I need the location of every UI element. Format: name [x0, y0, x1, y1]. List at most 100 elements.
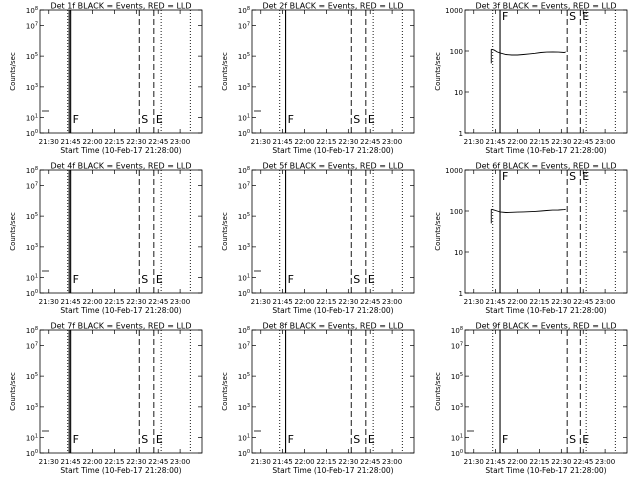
- plot-frame: [39, 169, 203, 294]
- plot-frame: [464, 9, 628, 134]
- x-tick-label: 22:30: [126, 298, 146, 306]
- marker-F: F: [502, 433, 508, 446]
- y-tick-label: 103: [451, 403, 463, 412]
- events-series-line: [491, 48, 566, 56]
- x-axis-label: Start Time (10-Feb-17 21:28:00): [485, 146, 606, 155]
- x-tick-label: 22:30: [551, 458, 571, 466]
- marker-E: E: [156, 273, 163, 286]
- y-tick-label: 107: [26, 181, 38, 190]
- x-tick-label: 22:15: [316, 298, 336, 306]
- marker-S: S: [141, 273, 148, 286]
- marker-E: E: [156, 113, 163, 126]
- x-tick-label: 22:00: [294, 138, 314, 146]
- panel-title: Det 3f BLACK = Events, RED = LLD: [475, 2, 616, 11]
- marker-S: S: [569, 433, 576, 446]
- y-tick-label: 103: [26, 243, 38, 252]
- events-series-line: [491, 208, 566, 213]
- y-tick-label: 107: [238, 341, 250, 350]
- y-tick-label: 101: [451, 434, 463, 443]
- marker-E: E: [368, 113, 375, 126]
- x-axis-label: Start Time (10-Feb-17 21:28:00): [60, 306, 181, 315]
- y-tick-label: 100: [238, 289, 250, 298]
- y-tick-label: 10: [454, 249, 463, 257]
- y-tick-label: 101: [238, 114, 250, 123]
- x-axis-label: Start Time (10-Feb-17 21:28:00): [272, 466, 393, 475]
- panel-title: Det 5f BLACK = Events, RED = LLD: [262, 162, 403, 171]
- x-tick-label: 21:30: [251, 298, 271, 306]
- marker-S: S: [353, 113, 360, 126]
- y-tick-label: 100: [451, 449, 463, 458]
- y-tick-label: 107: [26, 21, 38, 30]
- y-axis-label: Counts/sec: [434, 52, 442, 91]
- marker-F: F: [288, 113, 294, 126]
- x-tick-label: 22:15: [529, 138, 549, 146]
- plot-frame: [464, 169, 628, 294]
- marker-E: E: [368, 273, 375, 286]
- y-tick-label: 108: [26, 166, 38, 175]
- y-tick-label: 1: [459, 130, 463, 138]
- x-tick-label: 23:00: [170, 458, 190, 466]
- y-tick-label: 101: [238, 434, 250, 443]
- y-axis-label: Counts/sec: [9, 52, 17, 91]
- marker-E: E: [582, 170, 589, 183]
- x-tick-label: 21:45: [486, 298, 506, 306]
- x-tick-label: 22:30: [338, 458, 358, 466]
- x-tick-label: 22:00: [82, 298, 102, 306]
- detector-panel-9: Det 9f BLACK = Events, RED = LLD F S E 100 10…: [434, 322, 628, 475]
- x-tick-label: 23:00: [382, 298, 402, 306]
- x-tick-label: 22:30: [338, 298, 358, 306]
- marker-F: F: [73, 433, 79, 446]
- detector-panel-8: Det 8f BLACK = Events, RED = LLD F S E 100 10…: [221, 322, 415, 475]
- y-axis-label: Counts/sec: [9, 372, 17, 411]
- y-axis-label: Counts/sec: [221, 372, 229, 411]
- x-tick-label: 22:00: [294, 298, 314, 306]
- x-tick-label: 21:30: [39, 298, 59, 306]
- y-tick-label: 103: [238, 403, 250, 412]
- y-tick-label: 108: [26, 326, 38, 335]
- y-axis-label: Counts/sec: [434, 212, 442, 251]
- x-tick-label: 22:30: [126, 138, 146, 146]
- x-tick-label: 22:15: [529, 298, 549, 306]
- marker-S: S: [141, 113, 148, 126]
- y-tick-label: 103: [26, 403, 38, 412]
- marker-E: E: [368, 433, 375, 446]
- x-tick-label: 21:30: [464, 458, 484, 466]
- x-tick-label: 22:45: [573, 138, 593, 146]
- y-tick-label: 100: [238, 449, 250, 458]
- y-tick-label: 103: [238, 83, 250, 92]
- x-tick-label: 21:45: [61, 458, 81, 466]
- plot-frame: [251, 169, 415, 294]
- x-tick-label: 22:45: [148, 138, 168, 146]
- x-tick-label: 22:30: [338, 138, 358, 146]
- x-tick-label: 22:15: [104, 138, 124, 146]
- x-tick-label: 22:00: [82, 138, 102, 146]
- x-tick-label: 22:30: [126, 458, 146, 466]
- x-tick-label: 23:00: [382, 138, 402, 146]
- x-tick-label: 21:30: [39, 458, 59, 466]
- marker-S: S: [353, 433, 360, 446]
- x-tick-label: 22:15: [316, 458, 336, 466]
- panel-title: Det 1f BLACK = Events, RED = LLD: [50, 2, 191, 11]
- plot-frame: [251, 329, 415, 454]
- x-tick-label: 22:00: [507, 138, 527, 146]
- x-tick-label: 22:15: [529, 458, 549, 466]
- y-tick-label: 101: [26, 434, 38, 443]
- plot-frame: [251, 9, 415, 134]
- panel-title: Det 7f BLACK = Events, RED = LLD: [50, 322, 191, 331]
- x-tick-label: 21:45: [273, 298, 293, 306]
- y-tick-label: 105: [238, 52, 250, 61]
- y-axis-label: Counts/sec: [9, 212, 17, 251]
- marker-F: F: [502, 10, 508, 23]
- x-tick-label: 22:45: [148, 298, 168, 306]
- x-tick-label: 21:45: [61, 138, 81, 146]
- y-tick-label: 100: [238, 129, 250, 138]
- y-tick-label: 1: [459, 290, 463, 298]
- marker-S: S: [569, 170, 576, 183]
- marker-F: F: [73, 113, 79, 126]
- x-tick-label: 23:00: [170, 138, 190, 146]
- y-tick-label: 105: [26, 212, 38, 221]
- detector-panel-1: Det 1f BLACK = Events, RED = LLD F S E 100 10…: [9, 2, 203, 155]
- y-tick-label: 1000: [445, 167, 463, 175]
